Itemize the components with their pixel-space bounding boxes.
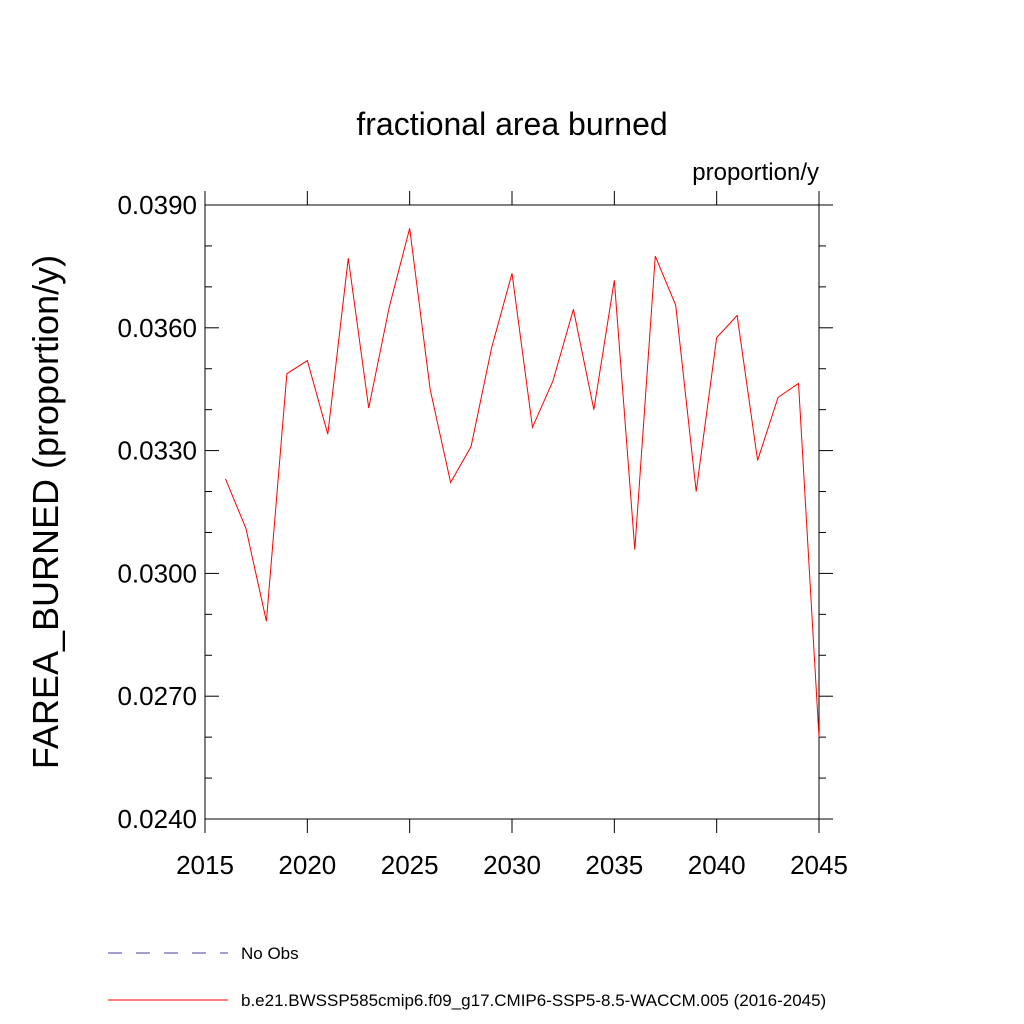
x-tick-label: 2040 — [688, 850, 746, 880]
x-tick-label: 2025 — [381, 850, 439, 880]
y-tick-label: 0.0240 — [117, 804, 197, 834]
legend-label-no-obs: No Obs — [241, 944, 299, 963]
series-line — [225, 228, 820, 738]
y-tick-label: 0.0300 — [117, 558, 197, 588]
x-tick-label: 2015 — [176, 850, 234, 880]
units-label: proportion/y — [692, 159, 819, 186]
x-tick-labels: 2015 2020 2025 2030 2035 2040 2045 — [176, 850, 848, 880]
y-tick-label: 0.0330 — [117, 436, 197, 466]
legend: No Obs b.e21.BWSSP585cmip6.f09_g17.CMIP6… — [108, 944, 826, 1010]
x-tick-label: 2035 — [585, 850, 643, 880]
x-tick-label: 2020 — [278, 850, 336, 880]
x-tick-label: 2030 — [483, 850, 541, 880]
x-tick-label: 2045 — [790, 850, 848, 880]
legend-label-waccm: b.e21.BWSSP585cmip6.f09_g17.CMIP6-SSP5-8… — [241, 991, 826, 1010]
y-tick-label: 0.0360 — [117, 313, 197, 343]
chart-title: fractional area burned — [356, 106, 667, 142]
y-tick-label: 0.0390 — [117, 190, 197, 220]
y-tick-labels: 0.0240 0.0270 0.0300 0.0330 0.0360 0.0390 — [117, 190, 197, 834]
plot-frame — [204, 204, 820, 820]
y-tick-label: 0.0270 — [117, 681, 197, 711]
y-axis-label: FAREA_BURNED (proportion/y) — [25, 255, 66, 769]
axis-ticks — [204, 191, 833, 833]
series-layer — [225, 228, 820, 738]
